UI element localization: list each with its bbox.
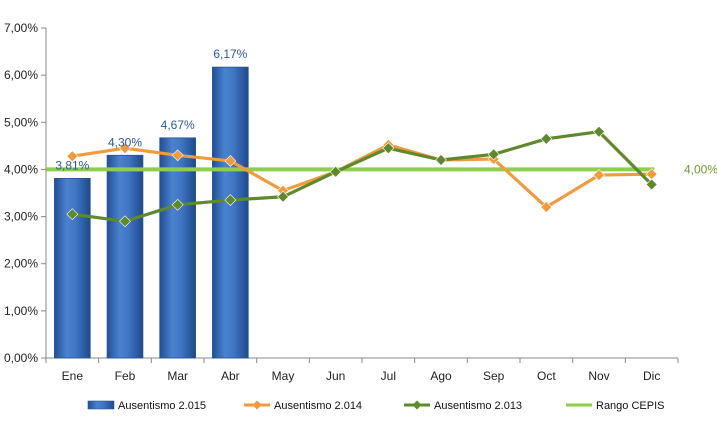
bars-layer — [54, 66, 249, 359]
point — [593, 169, 605, 182]
x-tick-label: Feb — [115, 369, 136, 383]
lines-layer — [46, 125, 658, 228]
point — [329, 165, 342, 178]
bar — [212, 66, 249, 359]
point — [171, 198, 184, 211]
x-tick-label: Nov — [588, 369, 609, 383]
point — [224, 194, 237, 206]
data-label: 6,17% — [213, 47, 247, 61]
point — [66, 208, 79, 221]
axes-layer: 0,00% 1,00% 2,00% 3,00% 4,00% 5,00% 6,00% 7,00%… — [4, 21, 679, 383]
y-tick-label: 2,00% — [4, 257, 38, 271]
x-tick-label: Mar — [167, 369, 188, 383]
x-tick-label: Sep — [483, 369, 505, 383]
point — [224, 155, 237, 167]
bar — [54, 177, 91, 359]
point — [540, 132, 553, 145]
y-tick-label: 0,00% — [4, 351, 38, 365]
labels-layer: 3,81% 4,30% 4,67% 6,17% 4,00% — [55, 47, 717, 176]
legend-label: Ausentismo 2.015 — [118, 400, 206, 412]
x-tick-label: Dic — [643, 369, 660, 383]
y-tick-label: 4,00% — [4, 162, 38, 176]
point — [119, 215, 131, 228]
point — [171, 149, 184, 162]
x-tick-label: May — [272, 369, 295, 383]
point — [435, 154, 447, 166]
x-tick-label: Jun — [326, 369, 345, 383]
legend-swatch — [87, 400, 115, 410]
x-tick-label: Abr — [221, 369, 240, 383]
point — [119, 142, 131, 155]
point — [487, 148, 500, 161]
point — [645, 178, 658, 191]
y-tick-label: 7,00% — [4, 21, 38, 35]
series-line — [72, 130, 653, 223]
y-tick-label: 6,00% — [4, 68, 38, 82]
legend-label: Ausentismo 2.014 — [274, 400, 362, 412]
point — [277, 190, 289, 203]
point — [593, 125, 605, 138]
data-label: 4,67% — [161, 118, 195, 132]
legend-label: Rango CEPIS — [596, 400, 664, 412]
data-label: 3,81% — [55, 158, 89, 172]
y-tick-label: 1,00% — [4, 304, 38, 318]
legend: Ausentismo 2.015 Ausentismo 2.014 Ausentis… — [87, 400, 664, 412]
bar — [106, 154, 144, 359]
x-tick-label: Ago — [430, 369, 452, 383]
legend-marker — [412, 400, 422, 410]
y-tick-label: 3,00% — [4, 210, 38, 224]
x-tick-label: Jul — [381, 369, 396, 383]
bar — [159, 137, 196, 359]
legend-marker — [252, 400, 262, 410]
reference-line-label: 4,00% — [684, 162, 717, 176]
point — [382, 142, 395, 155]
x-tick-label: Oct — [537, 369, 556, 383]
legend-label: Ausentismo 2.013 — [434, 400, 522, 412]
x-tick-label: Ene — [62, 369, 84, 383]
point — [66, 150, 79, 163]
y-tick-label: 5,00% — [4, 115, 38, 129]
series-line — [72, 143, 652, 209]
point — [540, 201, 553, 214]
data-label: 4,30% — [108, 135, 142, 149]
